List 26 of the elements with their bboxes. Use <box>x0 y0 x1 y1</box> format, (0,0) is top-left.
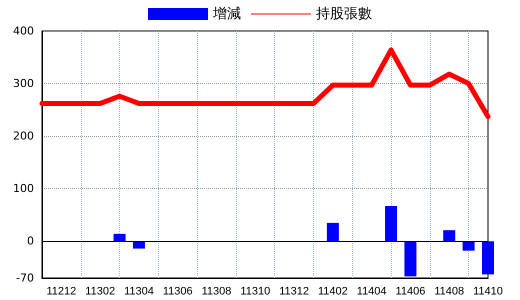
x-tick-label: 11312 <box>279 286 309 298</box>
y-tick-label: 100 <box>13 182 34 196</box>
legend-label: 增減 <box>212 6 241 22</box>
x-tick-label: 11310 <box>240 286 270 298</box>
x-tick-label: 11308 <box>202 286 232 298</box>
x-tick-label: 11410 <box>473 286 503 298</box>
bar <box>443 230 456 242</box>
x-tick-label: 11306 <box>162 286 193 298</box>
x-tick-label: 11302 <box>85 286 116 298</box>
x-tick-label: 11404 <box>356 286 387 298</box>
x-tick-label: 11304 <box>124 286 154 298</box>
bar <box>326 222 339 242</box>
x-tick-label: 11402 <box>318 286 348 298</box>
bar <box>404 241 416 276</box>
y-tick-label: -70 <box>16 272 34 284</box>
y-tick-label: 300 <box>13 77 34 90</box>
x-tick-label: 11408 <box>434 286 464 298</box>
y-tick-label: 0 <box>27 234 34 248</box>
y-tick-label: 200 <box>13 130 34 143</box>
bar <box>114 234 126 242</box>
bar <box>385 206 398 242</box>
legend-label: 持股張數 <box>316 6 372 22</box>
x-tick-label: 11212 <box>46 286 76 298</box>
bar <box>482 241 494 274</box>
x-tick-label: 11406 <box>396 286 426 298</box>
y-tick-label: 400 <box>13 24 34 38</box>
